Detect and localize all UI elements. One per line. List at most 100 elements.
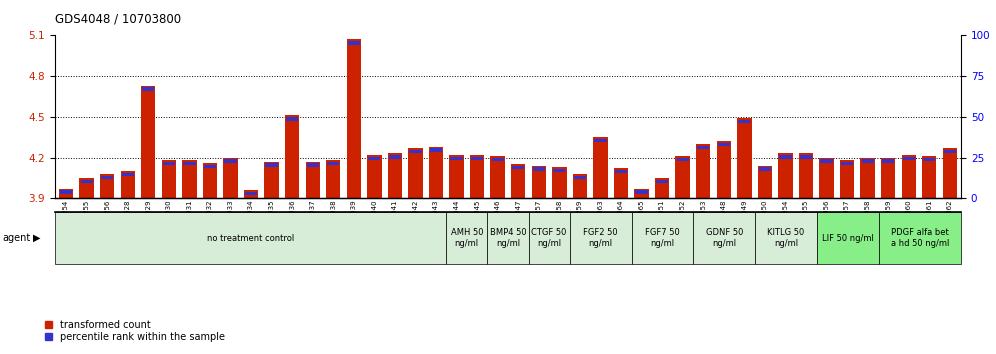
Bar [368,155,381,198]
Bar [552,167,567,198]
Bar [142,87,154,91]
Bar [840,160,855,198]
Bar [595,139,607,142]
Bar [675,156,690,198]
Bar [203,163,217,198]
Bar [285,115,300,198]
Legend: transformed count, percentile rank within the sample: transformed count, percentile rank withi… [45,320,225,342]
Bar [161,160,176,198]
Bar [718,143,730,146]
Bar [101,176,114,179]
Bar [553,169,566,172]
Bar [942,148,957,198]
Bar [881,158,895,198]
Bar [327,162,340,165]
Bar [471,156,483,160]
Bar [326,160,341,198]
Bar [348,41,360,45]
Bar [697,145,709,149]
Bar [922,156,936,198]
Text: no treatment control: no treatment control [207,234,294,242]
Bar [861,158,874,198]
Bar [779,155,792,159]
Bar [492,158,504,161]
Bar [121,171,134,198]
Text: CTGF 50
ng/ml: CTGF 50 ng/ml [532,228,567,248]
Bar [80,178,94,198]
Bar [59,189,74,198]
Bar [60,190,72,194]
Bar [532,166,546,198]
Bar [470,155,484,198]
Bar [634,189,648,198]
Text: KITLG 50
ng/ml: KITLG 50 ng/ml [768,228,805,248]
Bar [408,148,422,198]
Bar [264,161,279,198]
Bar [902,156,915,160]
Bar [245,192,257,195]
Bar [656,179,668,183]
Text: LIF 50 ng/ml: LIF 50 ng/ml [822,234,873,242]
Bar [266,163,278,167]
Bar [307,163,319,167]
Bar [778,153,793,198]
Text: GDNF 50
ng/ml: GDNF 50 ng/ml [705,228,743,248]
Bar [430,148,442,152]
Bar [81,179,93,183]
Bar [820,158,834,198]
Bar [615,170,627,173]
Bar [800,155,812,159]
Bar [655,178,669,198]
Bar [183,162,195,165]
Bar [244,190,258,198]
Bar [799,153,813,198]
Bar [286,117,298,121]
Bar [716,141,731,198]
Bar [676,158,689,161]
Text: GDS4048 / 10703800: GDS4048 / 10703800 [55,13,181,25]
Bar [449,155,464,198]
Bar [696,144,710,198]
Bar [738,120,750,123]
Bar [100,174,115,198]
Bar [347,39,361,198]
Bar [182,160,196,198]
Bar [758,166,772,198]
Bar [759,167,771,171]
Bar [533,167,545,171]
Text: ▶: ▶ [33,233,41,243]
Bar [224,159,237,162]
Bar [635,190,647,194]
Text: FGF7 50
ng/ml: FGF7 50 ng/ml [645,228,680,248]
Bar [574,176,586,179]
Text: AMH 50
ng/ml: AMH 50 ng/ml [450,228,483,248]
Bar [409,150,421,153]
Bar [821,159,833,162]
Text: agent: agent [2,233,30,243]
Bar [901,155,916,198]
Bar [573,174,587,198]
Bar [223,158,238,198]
Bar [490,156,505,198]
Bar [306,161,320,198]
Bar [429,147,443,198]
Bar [923,158,935,161]
Bar [944,150,956,153]
Bar [882,159,894,162]
Bar [511,164,526,198]
Bar [512,166,524,170]
Bar [204,165,216,168]
Bar [737,118,752,198]
Text: PDGF alfa bet
a hd 50 ng/ml: PDGF alfa bet a hd 50 ng/ml [890,228,949,248]
Bar [594,137,608,198]
Bar [141,86,155,198]
Bar [862,159,873,162]
Bar [162,162,175,165]
Bar [388,155,401,159]
Bar [387,153,402,198]
Bar [450,156,463,160]
Bar [841,162,854,165]
Bar [614,169,628,198]
Bar [369,156,380,160]
Text: FGF2 50
ng/ml: FGF2 50 ng/ml [584,228,618,248]
